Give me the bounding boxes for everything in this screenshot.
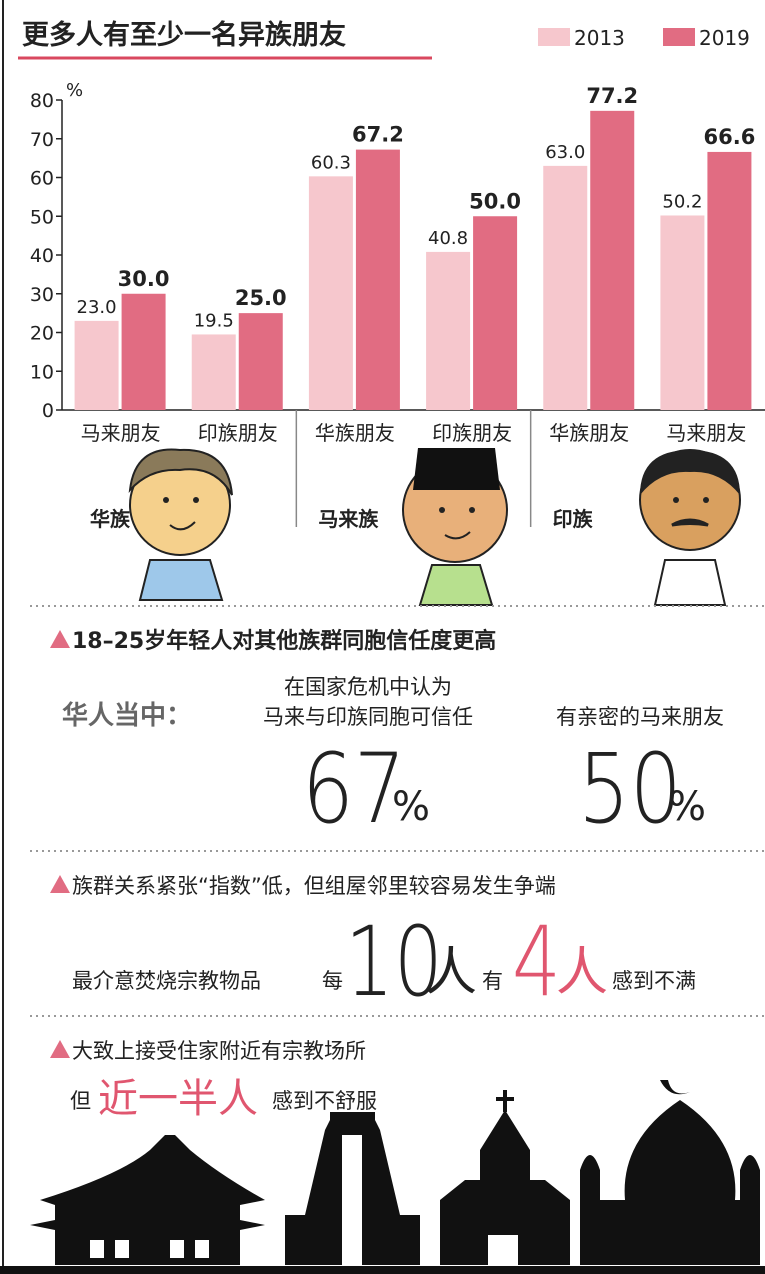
- bar: [590, 111, 634, 410]
- worship-text: 但: [70, 1089, 91, 1113]
- y-tick-label: 70: [30, 129, 54, 151]
- bar: [192, 334, 236, 410]
- legend-label: 2013: [574, 26, 625, 50]
- bar: [122, 294, 166, 410]
- group-label: 马来族: [318, 507, 379, 531]
- stat-unit: %: [392, 784, 430, 830]
- tension-result: 感到不满: [612, 969, 696, 993]
- section-title: 族群关系紧张“指数”低，但组屋邻里较容易发生争端: [72, 874, 556, 898]
- y-tick-label: 20: [30, 323, 54, 345]
- group-label: 华人当中：: [62, 700, 192, 731]
- value-label: 66.6: [704, 125, 756, 149]
- value-label: 40.8: [428, 228, 468, 249]
- bar: [356, 150, 400, 410]
- tension-text: 人: [425, 943, 477, 1003]
- y-tick-label: 60: [30, 168, 54, 190]
- stat-label: 马来与印族同胞可信任: [263, 705, 473, 729]
- y-tick-label: 50: [30, 206, 54, 228]
- value-label: 19.5: [194, 310, 234, 331]
- bar: [75, 321, 119, 410]
- bar: [309, 176, 353, 410]
- bar: [426, 252, 470, 410]
- worship-share: 近一半人: [98, 1076, 258, 1122]
- section-title: 18–25岁年轻人对其他族群同胞信任度更高: [72, 628, 496, 654]
- group-label: 华族: [90, 507, 131, 531]
- x-tick-label: 印族朋友: [198, 421, 278, 445]
- value-label: 77.2: [586, 84, 638, 108]
- y-tick-label: 40: [30, 245, 54, 267]
- x-tick-label: 马来朋友: [81, 421, 161, 445]
- group-label: 印族: [553, 507, 594, 531]
- page: 更多人有至少一名异族朋友 % 2013 2019 0 10 20 30 40 50 60 70 80…: [0, 0, 765, 1274]
- value-label: 60.3: [311, 152, 351, 173]
- bar: [707, 152, 751, 410]
- value-label: 63.0: [545, 142, 585, 163]
- legend-swatch: [663, 28, 695, 46]
- tension-text: 每: [322, 969, 343, 993]
- value-label: 23.0: [77, 297, 117, 318]
- bar: [543, 166, 587, 410]
- section-title: 大致上接受住家附近有宗教场所: [72, 1039, 366, 1063]
- tension-text: 有: [482, 969, 503, 993]
- x-tick-label: 印族朋友: [432, 421, 512, 445]
- worship-text: 感到不舒服: [272, 1089, 377, 1113]
- tension-text: 人: [556, 943, 608, 1003]
- chart-title: 更多人有至少一名异族朋友: [22, 19, 346, 51]
- legend-swatch: [538, 28, 570, 46]
- bar: [660, 215, 704, 410]
- stat-label: 有亲密的马来朋友: [556, 705, 724, 729]
- stat-label: 在国家危机中认为: [284, 675, 452, 699]
- value-label: 25.0: [235, 286, 287, 310]
- y-tick-label: 0: [42, 400, 54, 422]
- stat-value: 50: [578, 734, 682, 846]
- value-label: 30.0: [118, 267, 170, 291]
- y-tick-label: 30: [30, 284, 54, 306]
- infographic: 更多人有至少一名异族朋友 % 2013 2019 0 10 20 30 40 50 60 70 80…: [0, 0, 765, 1274]
- stat-value: 67: [302, 734, 406, 846]
- x-tick-label: 华族朋友: [315, 421, 395, 445]
- bar: [239, 313, 283, 410]
- x-tick-label: 华族朋友: [549, 421, 629, 445]
- value-label: 50.2: [662, 191, 702, 212]
- x-tick-label: 马来朋友: [666, 421, 746, 445]
- y-tick-label: 80: [30, 90, 54, 112]
- y-axis-label: %: [66, 80, 83, 101]
- stat-unit: %: [668, 784, 706, 830]
- value-label: 67.2: [352, 123, 404, 147]
- bar: [473, 216, 517, 410]
- y-tick-label: 10: [30, 361, 54, 383]
- tension-item: 最介意焚烧宗教物品: [72, 969, 261, 993]
- tension-count: 4: [512, 906, 561, 1019]
- legend-label: 2019: [699, 26, 750, 50]
- value-label: 50.0: [469, 189, 521, 213]
